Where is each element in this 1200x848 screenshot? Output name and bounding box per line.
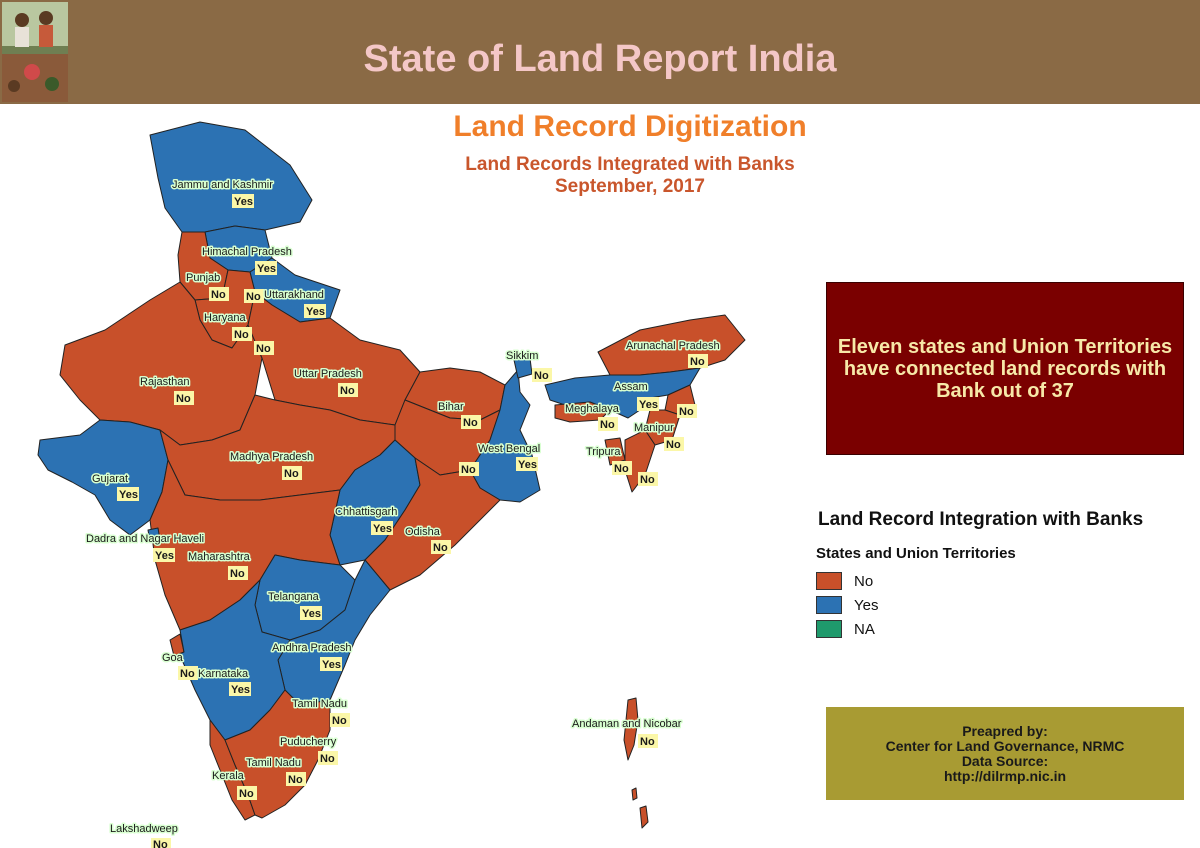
label-arunachal-pradesh: Arunachal Pradesh bbox=[626, 340, 720, 352]
value-mizoram: No bbox=[640, 474, 655, 486]
region-jammu-and-kashmir bbox=[149, 121, 313, 233]
legend-item-yes: Yes bbox=[816, 596, 878, 614]
value-sikkim: No bbox=[534, 370, 549, 382]
label-puducherry: Puducherry bbox=[280, 736, 337, 748]
header-bar: State of Land Report India bbox=[0, 0, 1200, 107]
value-west-bengal: Yes bbox=[518, 459, 537, 471]
label-west-bengal: West Bengal bbox=[478, 443, 540, 455]
label-uttarakhand: Uttarakhand bbox=[264, 289, 324, 301]
value-tamil-nadu-south: No bbox=[288, 774, 303, 786]
legend-label-no: No bbox=[854, 572, 874, 590]
value-jharkhand: No bbox=[461, 464, 476, 476]
value-karnataka: Yes bbox=[231, 684, 250, 696]
value-lakshadweep: No bbox=[153, 839, 168, 848]
value-himachal-pradesh: Yes bbox=[257, 263, 276, 275]
value-assam: Yes bbox=[639, 399, 658, 411]
label-himachal-pradesh: Himachal Pradesh bbox=[202, 246, 292, 258]
value-punjab: No bbox=[211, 289, 226, 301]
label-madhya-pradesh: Madhya Pradesh bbox=[230, 451, 313, 463]
label-gujarat: Gujarat bbox=[92, 473, 128, 485]
value-andaman-and-nicobar: No bbox=[640, 736, 655, 748]
label-tripura: Tripura bbox=[586, 446, 621, 458]
value-rajasthan: No bbox=[176, 393, 191, 405]
value-jammu-and-kashmir: Yes bbox=[234, 196, 253, 208]
value-odisha: No bbox=[433, 542, 448, 554]
label-maharashtra: Maharashtra bbox=[188, 551, 251, 563]
region-dadra-and-nagar-haveli bbox=[147, 527, 161, 543]
legend-item-no: No bbox=[816, 572, 873, 590]
legend-swatch-yes bbox=[816, 596, 842, 614]
value-tripura: No bbox=[614, 463, 629, 475]
credit-box: Preapred by: Center for Land Governance,… bbox=[826, 707, 1184, 800]
label-rajasthan: Rajasthan bbox=[140, 376, 190, 388]
label-andaman-and-nicobar: Andaman and Nicobar bbox=[572, 718, 682, 730]
credit-organization: Center for Land Governance, NRMC bbox=[885, 737, 1125, 754]
value-telangana: Yes bbox=[302, 608, 321, 620]
value-andhra-pradesh: Yes bbox=[322, 659, 341, 671]
legend-label-na: NA bbox=[854, 620, 875, 638]
map-date: September, 2017 bbox=[555, 176, 705, 197]
value-haryana: No bbox=[234, 329, 249, 341]
value-uttarakhand: Yes bbox=[306, 306, 325, 318]
label-uttar-pradesh: Uttar Pradesh bbox=[294, 368, 362, 380]
header-photo bbox=[0, 0, 70, 104]
label-lakshadweep: Lakshadweep bbox=[110, 823, 178, 835]
value-puducherry: No bbox=[320, 753, 335, 765]
label-telangana: Telangana bbox=[268, 591, 320, 603]
legend-label-yes: Yes bbox=[854, 596, 879, 614]
label-meghalaya: Meghalaya bbox=[565, 403, 620, 415]
summary-callout: Eleven states and Union Territories have… bbox=[826, 282, 1184, 455]
region-andaman-and-nicobar bbox=[623, 697, 639, 761]
value-uttar-pradesh: No bbox=[340, 385, 355, 397]
value-chandigarh: No bbox=[246, 291, 261, 303]
label-punjab: Punjab bbox=[186, 272, 220, 284]
label-tamil-nadu-north: Tamil Nadu bbox=[292, 698, 347, 710]
credit-prepared-by: Preapred by: bbox=[962, 722, 1048, 739]
map-subtitle: Land Records Integrated with Banks bbox=[465, 154, 795, 175]
value-nagaland: No bbox=[679, 406, 694, 418]
label-odisha: Odisha bbox=[405, 526, 441, 538]
label-kerala: Kerala bbox=[212, 770, 245, 782]
label-goa: Goa bbox=[162, 652, 184, 664]
value-arunachal-pradesh: No bbox=[690, 356, 705, 368]
map-title: Land Record Digitization bbox=[453, 110, 807, 143]
india-map: Jammu and Kashmir Yes Himachal Pradesh Y… bbox=[37, 121, 746, 848]
value-meghalaya: No bbox=[600, 419, 615, 431]
value-madhya-pradesh: No bbox=[284, 468, 299, 480]
legend-item-na: NA bbox=[816, 620, 875, 638]
value-chhattisgarh: Yes bbox=[373, 523, 392, 535]
value-manipur: No bbox=[666, 439, 681, 451]
value-bihar: No bbox=[463, 417, 478, 429]
credit-source-url: http://dilrmp.nic.in bbox=[943, 767, 1067, 784]
label-chhattisgarh: Chhattisgarh bbox=[335, 506, 397, 518]
value-gujarat: Yes bbox=[119, 489, 138, 501]
legend-subtitle: States and Union Territories bbox=[816, 545, 1016, 562]
label-assam: Assam bbox=[614, 381, 648, 393]
legend-swatch-no bbox=[816, 572, 842, 590]
value-tamil-nadu-north: No bbox=[332, 715, 347, 727]
label-bihar: Bihar bbox=[438, 401, 464, 413]
legend-swatch-na bbox=[816, 620, 842, 638]
label-sikkim: Sikkim bbox=[506, 350, 538, 362]
value-kerala: No bbox=[239, 788, 254, 800]
label-manipur: Manipur bbox=[634, 422, 674, 434]
label-haryana: Haryana bbox=[204, 312, 246, 324]
value-delhi: No bbox=[256, 343, 271, 355]
value-maharashtra: No bbox=[230, 568, 245, 580]
value-dadra-and-nagar-haveli: Yes bbox=[155, 550, 174, 562]
report-title: State of Land Report India bbox=[363, 38, 837, 80]
label-jammu-and-kashmir: Jammu and Kashmir bbox=[172, 179, 273, 191]
credit-source-label: Data Source: bbox=[961, 752, 1049, 769]
value-goa: No bbox=[180, 668, 195, 680]
label-dadra-and-nagar-haveli: Dadra and Nagar Haveli bbox=[86, 533, 204, 545]
legend-title: Land Record Integration with Banks bbox=[818, 509, 1144, 530]
label-andhra-pradesh: Andhra Pradesh bbox=[272, 642, 352, 654]
label-karnataka: Karnataka bbox=[198, 668, 249, 680]
label-tamil-nadu-south: Tamil Nadu bbox=[246, 757, 301, 769]
map-labels: Jammu and Kashmir Yes Himachal Pradesh Y… bbox=[85, 178, 721, 848]
